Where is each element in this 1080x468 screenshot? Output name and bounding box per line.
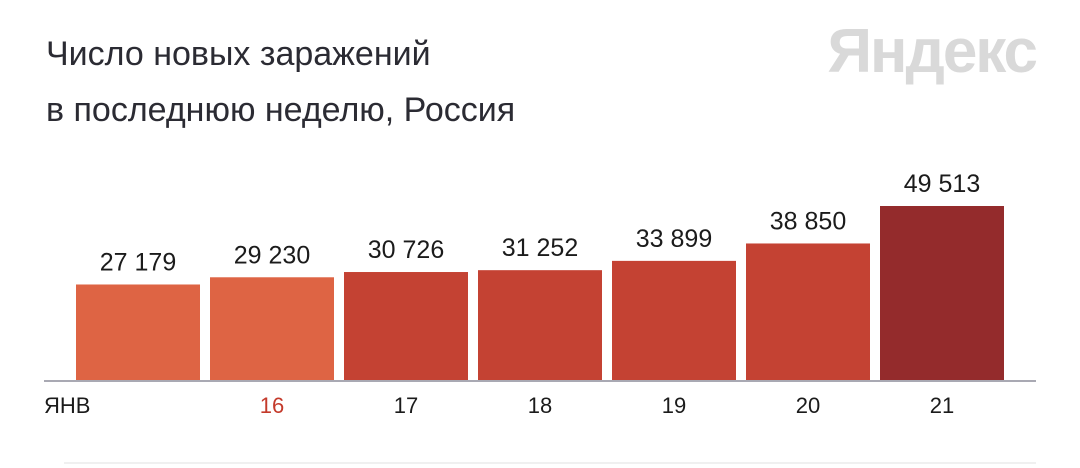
x-tick-labels-group: ЯНВ 16 17 18 19 20 21: [44, 393, 954, 418]
x-tick-label-17: 17: [394, 393, 418, 418]
bar-19: [612, 260, 736, 380]
footer-divider: [64, 462, 1036, 464]
yandex-logo: Яндекс: [827, 17, 1038, 86]
bar-15: [76, 284, 200, 380]
x-axis-month-label: ЯНВ: [44, 393, 90, 418]
x-tick-label-19: 19: [662, 393, 686, 418]
x-tick-label-18: 18: [528, 393, 552, 418]
value-label-18: 31 252: [502, 234, 578, 262]
value-label-20: 38 850: [770, 207, 846, 235]
value-labels-group: 27 179 29 230 30 726 31 252 33 899 38 850 49 5…: [100, 170, 980, 276]
bar-21: [880, 206, 1004, 380]
bar-16: [210, 277, 334, 380]
chart-title-line-1: Число новых заражений: [46, 35, 431, 73]
value-label-15: 27 179: [100, 248, 176, 276]
bar-17: [344, 272, 468, 380]
x-tick-label-21: 21: [930, 393, 954, 418]
value-label-16: 29 230: [234, 241, 310, 269]
bars-group: [76, 206, 1004, 380]
bar-20: [746, 243, 870, 380]
bar-18: [478, 270, 602, 380]
chart-title-line-2: в последнюю неделю, Россия: [46, 91, 516, 129]
value-label-17: 30 726: [368, 236, 444, 264]
chart-title: Число новых заражений в последнюю неделю…: [46, 26, 515, 138]
x-tick-label-20: 20: [796, 393, 820, 418]
value-label-19: 33 899: [636, 225, 712, 253]
x-tick-label-16: 16: [260, 393, 284, 418]
value-label-21: 49 513: [904, 170, 980, 198]
